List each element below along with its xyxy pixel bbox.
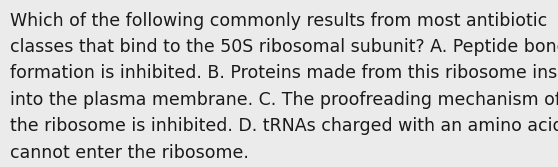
Text: classes that bind to the 50S ribosomal subunit? A. Peptide bond: classes that bind to the 50S ribosomal s… xyxy=(10,38,558,56)
Text: cannot enter the ribosome.: cannot enter the ribosome. xyxy=(10,144,249,162)
Text: formation is inhibited. B. Proteins made from this ribosome insert: formation is inhibited. B. Proteins made… xyxy=(10,64,558,82)
Text: into the plasma membrane. C. The proofreading mechanism of: into the plasma membrane. C. The proofre… xyxy=(10,91,558,109)
Text: Which of the following commonly results from most antibiotic: Which of the following commonly results … xyxy=(10,12,547,30)
Text: the ribosome is inhibited. D. tRNAs charged with an amino acid: the ribosome is inhibited. D. tRNAs char… xyxy=(10,117,558,135)
